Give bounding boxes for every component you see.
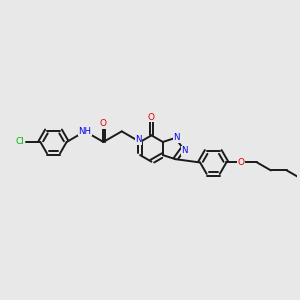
Text: N: N [181, 146, 188, 155]
Text: N: N [135, 135, 142, 144]
Text: O: O [100, 119, 107, 128]
Text: NH: NH [79, 127, 92, 136]
Text: O: O [148, 113, 155, 122]
Text: N: N [174, 134, 180, 142]
Text: O: O [238, 158, 245, 167]
Text: Cl: Cl [16, 137, 25, 146]
